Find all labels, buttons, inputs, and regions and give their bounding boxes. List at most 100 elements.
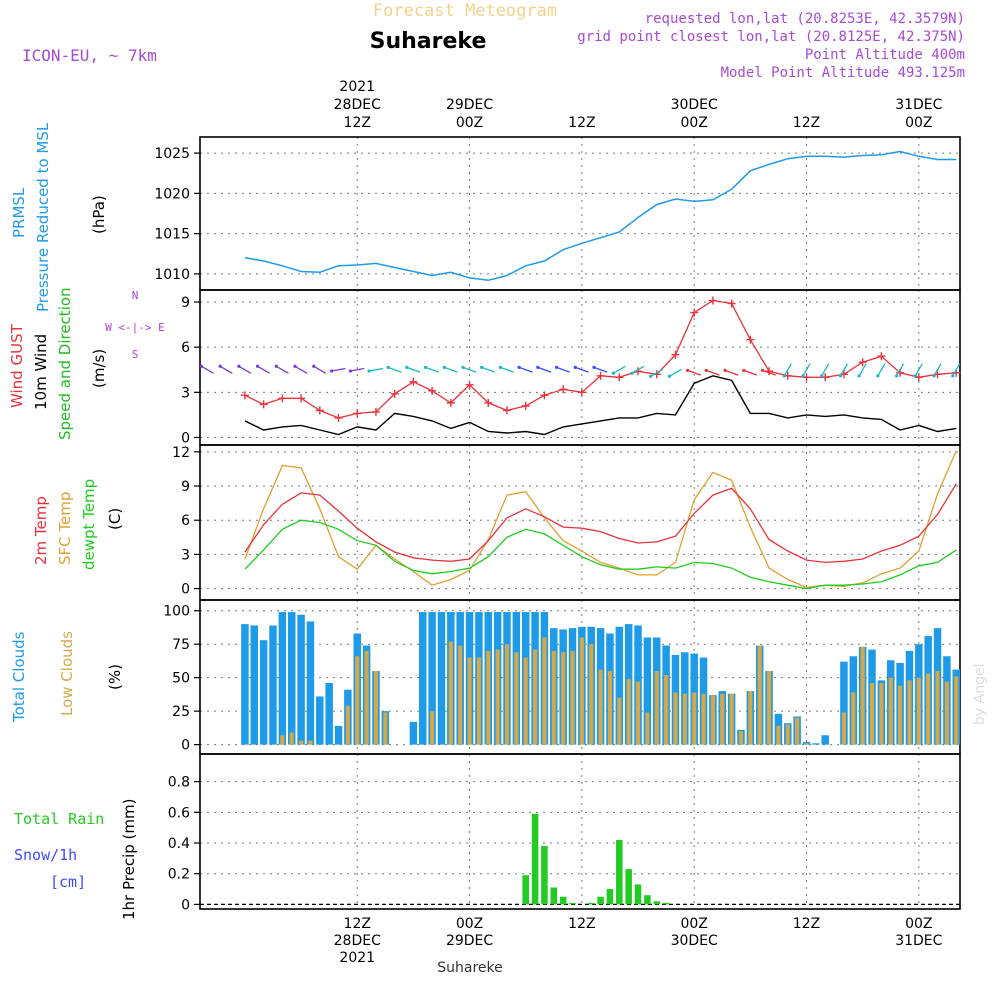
wind-dir-arrowhead [932, 374, 936, 378]
gust-marker [914, 373, 923, 382]
wind-dir-arrowhead [498, 365, 503, 369]
low-cloud-bar [467, 657, 472, 745]
wind-dir-arrowhead [876, 374, 880, 378]
wind-dir-arrowhead [592, 365, 596, 369]
total-cloud-bar [821, 735, 829, 745]
rain-bar [541, 846, 548, 905]
rain-bar [606, 889, 614, 905]
y-tick-label: 0.4 [168, 836, 190, 852]
top-time-label: 12Z [793, 115, 820, 131]
rain-bar [662, 902, 670, 905]
rain-bar [625, 869, 632, 905]
gust-marker [690, 308, 699, 317]
low-cloud-bar [664, 674, 669, 745]
gust-marker [446, 398, 455, 407]
rain-label: Total Rain [14, 810, 104, 828]
y-tick-label: 3 [181, 547, 190, 563]
low-cloud-bar [495, 649, 500, 745]
wind-dir-arrow [537, 366, 552, 373]
y-tick-label: 3 [181, 385, 190, 401]
gust-marker [540, 391, 549, 400]
wind-dir-arrowhead [573, 365, 577, 369]
pressure-labels: PRMSL Pressure Reduced to MSL (hPa) [10, 122, 108, 312]
low-cloud-bar [486, 650, 491, 745]
sfc-temp-line [244, 450, 957, 589]
low-cloud-bar [748, 691, 753, 745]
top-time-label: 00Z [456, 115, 483, 131]
wind-dir-arrowhead [480, 365, 484, 369]
wind-dir-arrow [669, 368, 682, 377]
wind-dir-arrowhead [951, 374, 955, 378]
rain-bar [634, 884, 642, 905]
total-cloud-bar [840, 661, 848, 745]
point-altitude: Point Altitude 400m [805, 47, 965, 63]
wind-dir-arrow [802, 363, 811, 377]
y-tick-label: 75 [172, 637, 190, 653]
gust-marker [428, 386, 437, 395]
wind-dir-arrow [425, 366, 439, 373]
gust-marker [390, 389, 399, 398]
low-cloud-bar [888, 677, 893, 745]
wind-dir-arrow [612, 365, 626, 374]
panel-frame [199, 136, 961, 291]
bottom-time-label: 30DEC [671, 933, 718, 949]
wind-dir-arrow [724, 369, 739, 376]
y-tick-label: 25 [172, 704, 190, 720]
wind-dir-arrowhead [704, 368, 708, 372]
pressure-unit: (hPa) [90, 195, 108, 234]
low-cloud-bar [926, 673, 931, 745]
y-tick-label: 1025 [154, 146, 190, 162]
snow-label: Snow/1h [14, 846, 77, 864]
gust-marker [559, 385, 568, 394]
wind-dir-arrow [518, 366, 533, 373]
total-cloud-bar [306, 621, 315, 745]
snow-unit: [cm] [50, 873, 86, 891]
compass-n: N [132, 289, 139, 302]
gust-marker [502, 406, 511, 415]
wind-dir-arrowhead [293, 364, 297, 368]
location-title: Suhareke [370, 29, 487, 54]
gust-marker [802, 373, 811, 382]
low-cloud-bar [776, 725, 781, 745]
wind-dir-arrowhead [237, 364, 241, 368]
wind-dir-arrow [444, 366, 458, 373]
wind-dir-arrow [331, 367, 346, 372]
gust-marker [409, 377, 418, 386]
wind-dir-arrowhead [442, 365, 446, 369]
precip-unit: 1hr Precip (mm) [120, 799, 138, 920]
rain-bar [559, 896, 567, 905]
low-cloud-bar [869, 683, 875, 745]
wind-dir-arrow [500, 366, 514, 373]
wind-dir-arrowhead [461, 365, 465, 369]
wind-dir-arrowhead [367, 369, 371, 373]
low-cloud-bar [654, 670, 659, 745]
wind-dir-arrowhead [760, 368, 765, 372]
wind-dir-arrow [631, 365, 645, 374]
wind-dir-arrowhead [838, 374, 843, 378]
pressure-label-2: Pressure Reduced to MSL [34, 122, 52, 312]
model-name: ICON-EU, ~ 7km [22, 46, 157, 65]
gust-label: Wind GUST [8, 323, 26, 408]
gust-marker [821, 373, 830, 382]
rain-bar [587, 902, 595, 905]
total-cloud-bar [437, 612, 446, 745]
wind-dir-arrowhead [894, 374, 899, 378]
top-time-label: 30DEC [671, 97, 718, 113]
wind-dir-arrowhead [386, 365, 390, 369]
wind-dir-arrowhead [348, 369, 352, 373]
wind-dir-arrow [387, 366, 402, 373]
low-cloud-bar [729, 693, 734, 745]
wind-dir-arrowhead [686, 368, 690, 372]
wind-dir-arrowhead [649, 374, 653, 378]
y-tick-label: 0 [181, 738, 190, 754]
wind-dir-arrow [706, 369, 720, 376]
low-cloud-bar [345, 705, 350, 745]
wind-dir-arrowhead [801, 374, 805, 378]
wind-dir-arrow [481, 366, 496, 373]
top-time-label: 2021 [339, 79, 375, 95]
y-tick-label: 0.8 [168, 775, 190, 791]
low-cloud-bar [373, 670, 379, 745]
dew-label: dewpt Temp [80, 479, 98, 570]
low-cloud-bar [738, 731, 744, 745]
low-cloud-bar [720, 693, 725, 745]
